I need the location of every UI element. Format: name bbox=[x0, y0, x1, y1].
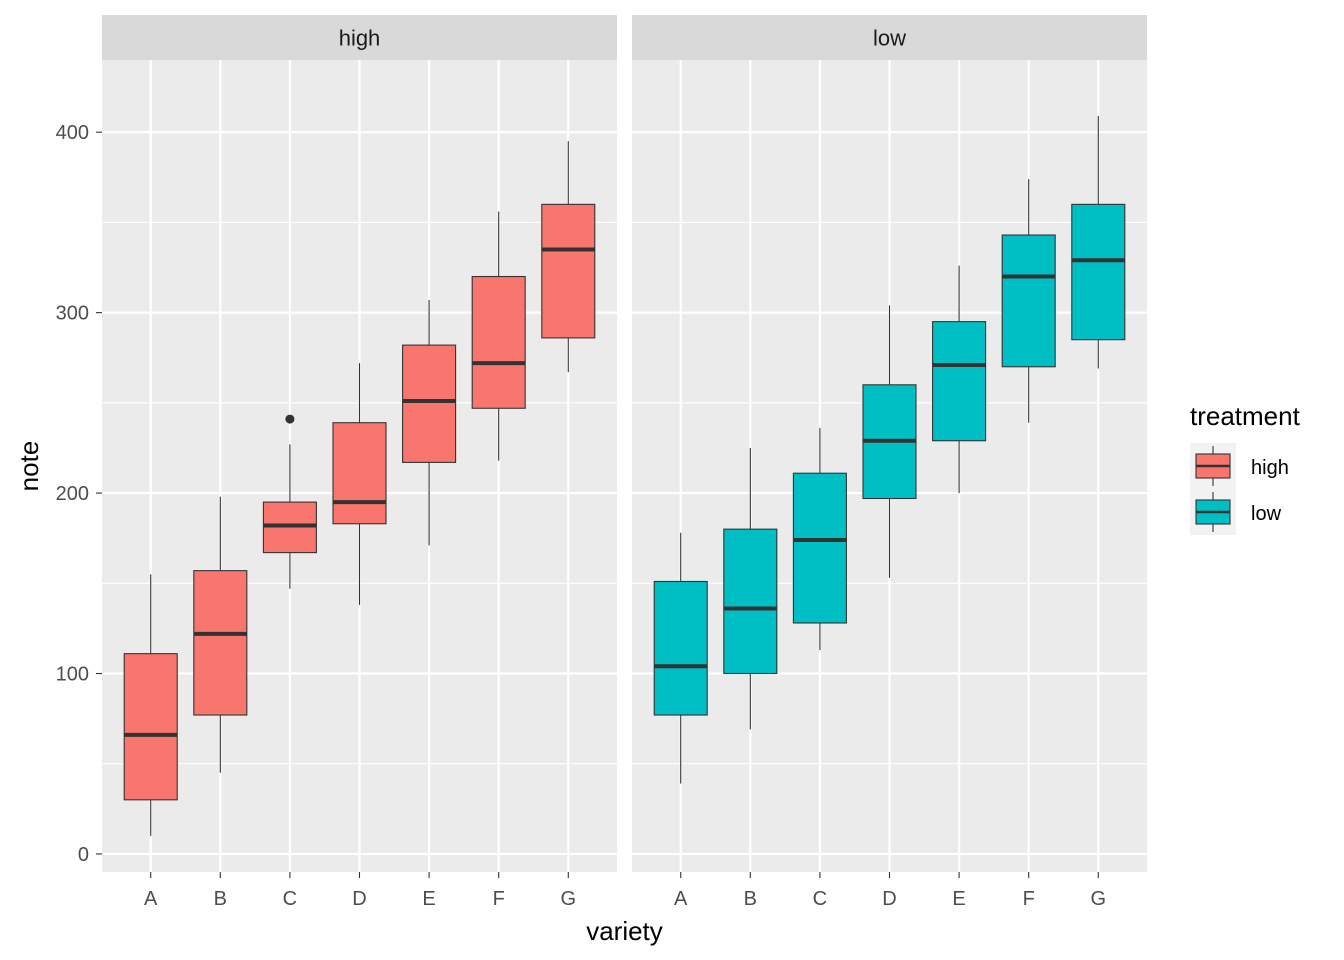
facet-strip-label: high bbox=[339, 26, 381, 51]
x-tick-label: E bbox=[422, 888, 435, 910]
box-iqr bbox=[932, 321, 987, 442]
x-tick-label: C bbox=[283, 888, 297, 910]
box-high-E bbox=[402, 299, 457, 546]
facet-strip-label: low bbox=[873, 26, 906, 51]
box-low-G bbox=[1071, 115, 1126, 369]
x-tick-label: B bbox=[214, 888, 227, 910]
box-high-C bbox=[262, 414, 317, 589]
y-tick-label: 300 bbox=[56, 303, 89, 325]
box-iqr bbox=[332, 422, 387, 525]
legend-key-low bbox=[1190, 489, 1236, 535]
box-iqr bbox=[402, 344, 457, 463]
facet-panel-low: low A B C D E F G bbox=[632, 15, 1147, 910]
x-tick-label: A bbox=[144, 888, 158, 910]
facet-strip bbox=[102, 15, 617, 60]
legend: treatment high low bbox=[1190, 401, 1301, 535]
box-iqr bbox=[792, 472, 847, 624]
box-iqr bbox=[123, 653, 178, 801]
box-iqr bbox=[541, 203, 596, 339]
box-low-E bbox=[932, 265, 987, 494]
box-low-B bbox=[723, 447, 778, 730]
y-tick-label: 200 bbox=[56, 483, 89, 505]
box-iqr bbox=[193, 570, 248, 716]
x-tick-label: B bbox=[744, 888, 757, 910]
x-tick-label: C bbox=[813, 888, 827, 910]
legend-label: low bbox=[1251, 503, 1282, 525]
box-low-F bbox=[1001, 179, 1056, 423]
box-iqr bbox=[471, 275, 526, 409]
box-iqr bbox=[653, 580, 708, 716]
x-tick-label: D bbox=[882, 888, 896, 910]
legend-label: high bbox=[1251, 457, 1289, 479]
box-iqr bbox=[1001, 234, 1056, 368]
x-tick-label: G bbox=[561, 888, 577, 910]
outlier-point bbox=[285, 414, 295, 424]
box-high-B bbox=[193, 496, 248, 773]
box-high-G bbox=[541, 141, 596, 373]
facet-panel-high: high A B C D E F G bbox=[102, 15, 617, 910]
x-tick-label: A bbox=[674, 888, 688, 910]
facet-strip bbox=[632, 15, 1147, 60]
box-low-C bbox=[792, 428, 847, 651]
legend-title: treatment bbox=[1190, 401, 1301, 431]
box-low-A bbox=[653, 532, 708, 784]
x-axis-title: variety bbox=[586, 916, 663, 946]
box-iqr bbox=[1071, 203, 1126, 341]
box-high-A bbox=[123, 574, 178, 836]
y-axis-title: note bbox=[14, 441, 44, 492]
y-tick-label: 0 bbox=[78, 844, 89, 866]
box-low-D bbox=[862, 305, 917, 578]
x-tick-label: D bbox=[352, 888, 366, 910]
x-tick-label: F bbox=[1023, 888, 1035, 910]
box-iqr bbox=[723, 528, 778, 675]
y-tick-label: 400 bbox=[56, 122, 89, 144]
x-tick-label: F bbox=[493, 888, 505, 910]
y-tick-label: 100 bbox=[56, 664, 89, 686]
x-tick-label: G bbox=[1091, 888, 1107, 910]
box-high-D bbox=[332, 363, 387, 605]
x-tick-label: E bbox=[952, 888, 965, 910]
box-high-F bbox=[471, 211, 526, 461]
legend-key-high bbox=[1190, 443, 1236, 489]
